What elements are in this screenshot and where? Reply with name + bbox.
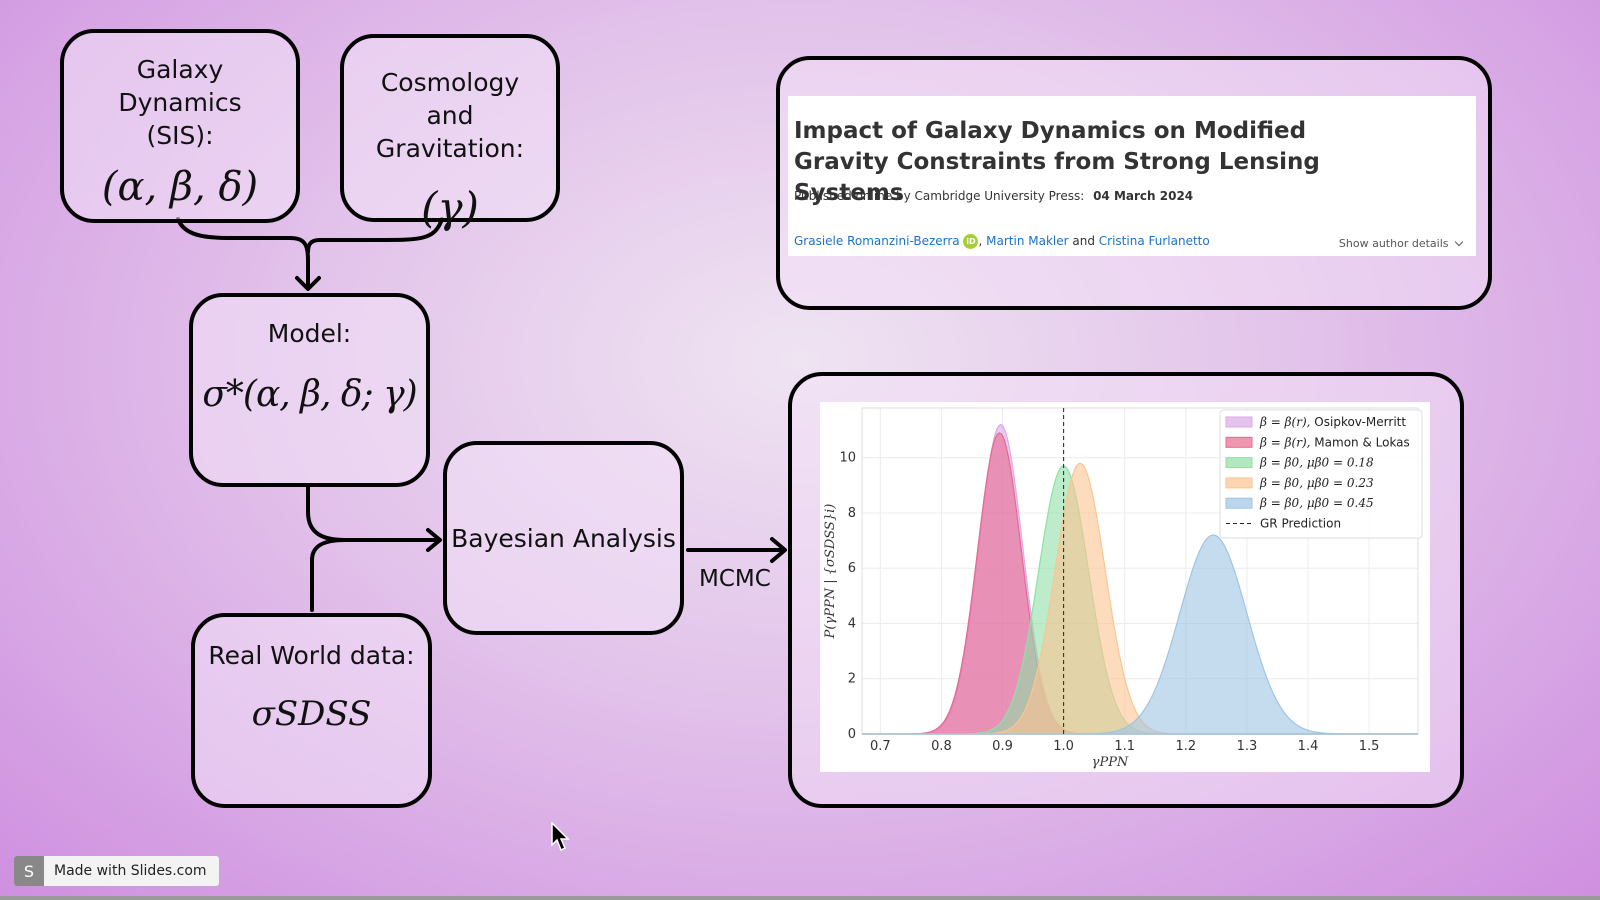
x-tick-label-8: 1.5 <box>1359 739 1380 754</box>
show-author-details-label: Show author details <box>1338 237 1449 250</box>
arrowhead-bayes <box>426 528 442 552</box>
model-box: Model: σ*(α, β, δ; γ) <box>189 293 430 487</box>
model-label: Model: <box>267 319 352 348</box>
x-tick-label-2: 0.9 <box>992 739 1013 754</box>
legend-swatch-2 <box>1225 457 1253 469</box>
chevron-down-icon <box>1454 237 1464 247</box>
y-tick-label-4: 8 <box>848 506 856 521</box>
slides-logo-icon: S <box>14 856 44 886</box>
x-tick-label-0: 0.7 <box>870 739 891 754</box>
author-link-furlanetto[interactable]: Cristina Furlanetto <box>1098 234 1210 248</box>
author-link-makler[interactable]: Martin Makler <box>986 234 1069 248</box>
connector-model-bayes <box>306 484 438 542</box>
x-axis-label: γPPN <box>1092 755 1129 770</box>
slide-progress-bar <box>0 896 1600 900</box>
paper-card: Impact of Galaxy Dynamics on Modified Gr… <box>788 96 1476 256</box>
paper-authors: Grasiele Romanzini-Bezerra iD, Martin Ma… <box>794 234 1210 249</box>
arrowhead-chart <box>770 537 787 563</box>
legend-entry-5: GR Prediction <box>1260 517 1341 531</box>
legend-entry-1: β = β(r), Mamon & Lokas <box>1259 435 1410 449</box>
series-area-4 <box>862 534 1418 735</box>
legend-entry-0: β = β(r), Osipkov-Merritt <box>1259 415 1406 429</box>
legend-swatch-0 <box>1225 416 1253 428</box>
real-world-data-box: Real World data: σSDSS <box>191 613 432 808</box>
y-tick-label-3: 6 <box>848 561 856 576</box>
bayesian-analysis-label: Bayesian Analysis <box>451 523 676 553</box>
legend-box <box>1219 409 1423 539</box>
connector-galaxy-model <box>176 217 310 289</box>
x-tick-label-7: 1.4 <box>1298 739 1319 754</box>
paper-title: Impact of Galaxy Dynamics on Modified Gr… <box>794 118 1320 206</box>
legend-swatch-3 <box>1225 477 1253 489</box>
x-tick-label-6: 1.3 <box>1237 739 1258 754</box>
x-tick-label-3: 1.0 <box>1053 739 1074 754</box>
real-world-data-symbol: σSDSS <box>251 694 372 734</box>
cosmology-box: Cosmology and Gravitation: (γ) <box>340 34 560 232</box>
x-tick-label-4: 1.1 <box>1114 739 1135 754</box>
legend-swatch-4 <box>1225 497 1253 509</box>
made-with-slides-text: Made with Slides.com <box>54 863 207 879</box>
paper-published-date: 04 March 2024 <box>1093 189 1194 203</box>
show-author-details-link[interactable]: Show author details <box>1338 237 1464 250</box>
connector-cosmology-model <box>306 217 444 254</box>
author-link-romanzini[interactable]: Grasiele Romanzini-Bezerra <box>794 234 960 248</box>
y-tick-label-1: 2 <box>848 672 856 687</box>
bayesian-analysis-box: Bayesian Analysis <box>443 441 684 635</box>
model-formula: σ*(α, β, δ; γ) <box>202 374 417 415</box>
galaxy-dynamics-params: (α, β, δ) <box>101 164 259 210</box>
y-tick-label-0: 0 <box>848 727 856 742</box>
mcmc-label: MCMC <box>699 566 771 592</box>
cosmology-label: Cosmology and Gravitation: <box>375 68 525 163</box>
paper-published-line: Published online by Cambridge University… <box>794 189 1193 203</box>
posterior-chart: 0.7 0.8 0.9 1.0 1.1 1.2 1.3 1.4 1.5 0 2 4 6 8 10 γPPN P(… <box>823 407 1423 770</box>
paper-published-prefix: Published online by Cambridge University… <box>794 189 1085 203</box>
connector-data-bayes <box>310 538 347 612</box>
orcid-icon[interactable]: iD <box>963 234 979 249</box>
mouse-cursor-icon <box>551 822 570 852</box>
y-tick-label-5: 10 <box>839 451 856 466</box>
galaxy-dynamics-label: Galaxy Dynamics (SIS): <box>118 55 242 150</box>
legend-swatch-1 <box>1225 436 1253 448</box>
y-tick-label-2: 4 <box>848 616 856 631</box>
legend-entry-4: β = β0, μβ0 = 0.45 <box>1259 496 1374 510</box>
authors-and: and <box>1072 234 1095 248</box>
made-with-slides-badge[interactable]: S Made with Slides.com <box>14 856 219 886</box>
real-world-data-label: Real World data: <box>208 641 415 670</box>
arrowhead-model <box>295 276 321 291</box>
y-axis-label: P(γPPN | {σSDSS}i) <box>823 504 838 640</box>
cosmology-params: (γ) <box>421 183 479 232</box>
legend-entry-3: β = β0, μβ0 = 0.23 <box>1259 476 1374 490</box>
galaxy-dynamics-box: Galaxy Dynamics (SIS): (α, β, δ) <box>60 29 300 223</box>
legend-entry-2: β = β0, μβ0 = 0.18 <box>1259 456 1374 470</box>
x-tick-label-5: 1.2 <box>1175 739 1196 754</box>
x-tick-label-1: 0.8 <box>931 739 952 754</box>
